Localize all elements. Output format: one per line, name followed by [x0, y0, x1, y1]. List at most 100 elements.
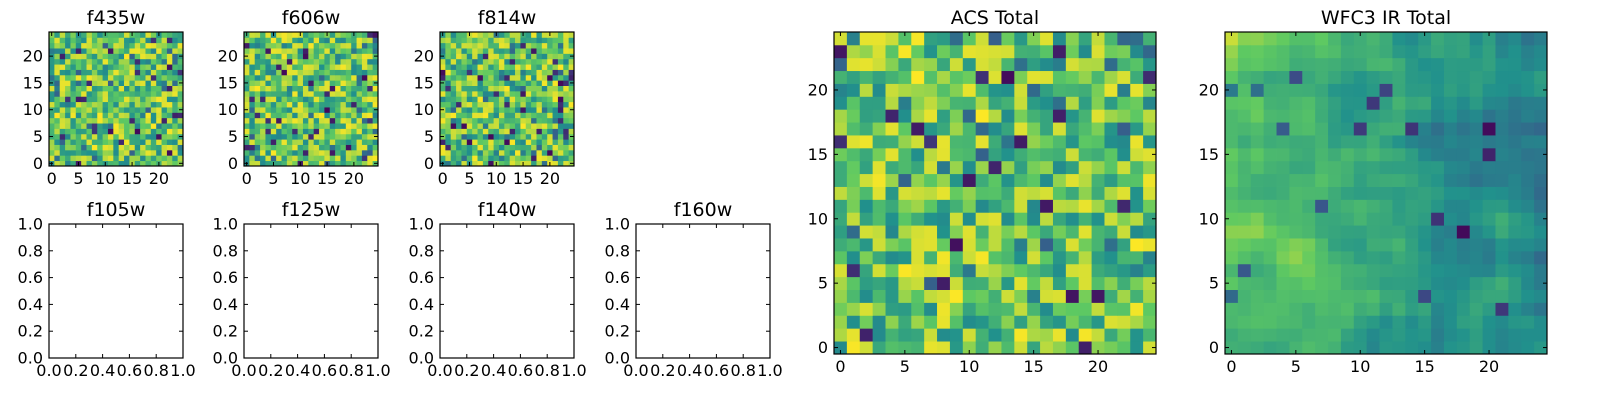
heatmap-cell: [531, 128, 537, 135]
heatmap-cell: [1065, 160, 1080, 175]
heatmap-cell: [1001, 96, 1015, 110]
heatmap-cell: [49, 37, 55, 44]
heatmap-cell: [124, 117, 130, 124]
heatmap-cell: [1469, 186, 1483, 200]
heatmap-cell: [1276, 122, 1290, 136]
heatmap-cell: [563, 144, 570, 151]
heatmap-cell: [124, 80, 130, 86]
heatmap-cell: [70, 96, 77, 103]
heatmap-cell: [1443, 186, 1458, 200]
heatmap-cell: [1302, 315, 1316, 329]
heatmap-cell: [1431, 341, 1445, 355]
heatmap-cell: [361, 128, 368, 135]
heatmap-cell: [1328, 122, 1342, 136]
heatmap-cell: [161, 69, 168, 76]
heatmap-cell: [118, 64, 125, 70]
heatmap-cell: [547, 37, 553, 44]
heatmap-cell: [450, 155, 457, 162]
heatmap-cell: [557, 128, 564, 135]
heatmap-cell: [102, 112, 109, 119]
heatmap-cell: [1250, 96, 1265, 110]
heatmap-cell: [450, 149, 457, 156]
heatmap-cell: [297, 133, 304, 140]
heatmap-cell: [324, 74, 331, 81]
heatmap-cell: [1456, 109, 1471, 123]
heatmap-cell: [161, 96, 168, 103]
heatmap-cell: [86, 117, 93, 124]
heatmap-cell: [1495, 328, 1509, 342]
heatmap-cell: [1482, 315, 1496, 329]
heatmap-cell: [1065, 199, 1080, 213]
heatmap-cell: [107, 139, 114, 145]
heatmap-cell: [150, 123, 157, 129]
heatmap-cell: [1315, 135, 1329, 149]
heatmap-cell: [1302, 32, 1316, 46]
heatmap-cell: [70, 37, 77, 44]
heatmap-cell: [1091, 328, 1105, 342]
heatmap-cell: [1443, 225, 1458, 239]
heatmap-cell: [308, 123, 315, 129]
heatmap-cell: [292, 85, 298, 92]
heatmap-cell: [345, 96, 352, 103]
heatmap-cell: [898, 135, 912, 149]
heatmap-cell: [1289, 32, 1303, 46]
heatmap-cell: [515, 69, 521, 76]
heatmap-cell: [297, 101, 304, 108]
heatmap-cell: [86, 144, 93, 151]
heatmap-cell: [949, 341, 964, 355]
heatmap-cell: [91, 64, 98, 70]
heatmap-cell: [59, 80, 66, 86]
heatmap-cell: [319, 58, 325, 65]
heatmap-cell: [1104, 186, 1118, 200]
heatmap-cell: [75, 155, 82, 162]
heatmap-cell: [286, 123, 293, 129]
heatmap-cell: [834, 302, 848, 316]
heatmap-cell: [515, 128, 521, 135]
heatmap-cell: [270, 123, 277, 129]
heatmap-cell: [254, 128, 261, 135]
heatmap-cell: [472, 107, 478, 113]
heatmap-cell: [568, 64, 575, 70]
heatmap-cell: [270, 117, 277, 124]
heatmap-cell: [249, 48, 256, 54]
heatmap-cell: [1091, 225, 1105, 239]
heatmap-cell: [515, 144, 521, 151]
heatmap-cell: [515, 123, 521, 129]
heatmap-cell: [124, 64, 130, 70]
heatmap-cell: [1405, 250, 1419, 265]
heatmap-cell: [1353, 32, 1368, 46]
heatmap-cell: [276, 42, 282, 49]
heatmap-cell: [102, 144, 109, 151]
heatmap-cell: [461, 64, 468, 70]
heatmap-cell: [81, 107, 87, 113]
heatmap-cell: [97, 48, 103, 54]
heatmap-cell: [140, 155, 146, 162]
heatmap-cell: [113, 107, 120, 113]
heatmap-cell: [461, 160, 468, 167]
heatmap-cell: [1040, 160, 1054, 175]
panel-title: f160w: [674, 199, 733, 221]
heatmap-cell: [557, 74, 564, 81]
heatmap-cell: [107, 74, 114, 81]
heatmap-cell: [1340, 160, 1355, 175]
heatmap-cell: [134, 123, 141, 129]
heatmap-cell: [456, 58, 462, 65]
heatmap-cell: [1052, 70, 1067, 84]
heatmap-cell: [113, 117, 120, 124]
heatmap-cell: [962, 70, 977, 84]
heatmap-cell: [1276, 44, 1290, 59]
heatmap-cell: [975, 186, 989, 200]
heatmap-cell: [345, 155, 352, 162]
heatmap-cell: [472, 128, 478, 135]
heatmap-cell: [1353, 44, 1368, 59]
heatmap-cell: [59, 107, 66, 113]
heatmap-cell: [166, 37, 173, 44]
heatmap-cell: [281, 64, 288, 70]
heatmap-cell: [65, 112, 71, 119]
heatmap-cell: [1302, 173, 1316, 187]
heatmap-cell: [1117, 96, 1131, 110]
y-ticks: 0.00.20.40.60.81.0: [213, 215, 378, 368]
heatmap-cell: [962, 238, 977, 252]
heatmap-cell: [124, 90, 130, 97]
heatmap-cell: [872, 70, 886, 84]
